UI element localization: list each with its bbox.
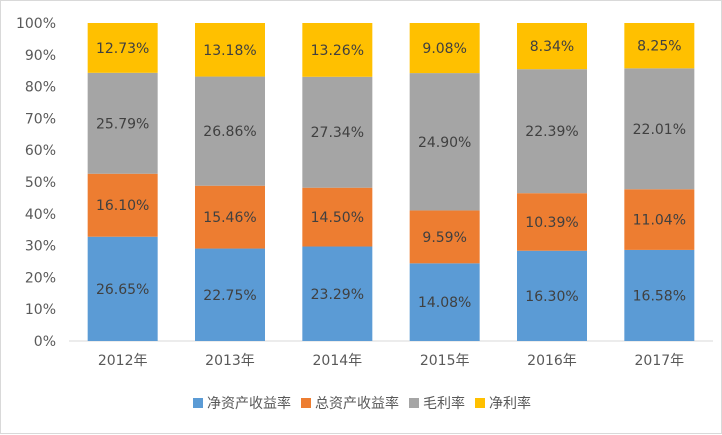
y-tick-label: 50% <box>25 175 56 191</box>
legend-item: 净资产收益率 <box>193 393 291 413</box>
bar-segment <box>302 76 373 188</box>
bar-segment <box>87 23 158 73</box>
y-tick-label: 40% <box>25 207 56 223</box>
bar-segment <box>195 23 265 77</box>
data-label: 25.79% <box>96 116 149 132</box>
bar-segment <box>302 246 373 341</box>
data-label: 14.50% <box>311 210 364 226</box>
bar-segment <box>302 23 373 77</box>
bar-segment <box>517 69 587 194</box>
y-tick-label: 0% <box>34 334 56 350</box>
data-label: 22.01% <box>633 122 686 138</box>
bar-segment <box>624 23 695 69</box>
y-tick-label: 30% <box>25 239 56 255</box>
legend-item: 毛利率 <box>409 393 465 413</box>
data-label: 8.25% <box>637 39 681 55</box>
data-label: 8.34% <box>530 39 574 55</box>
bar-segment <box>517 193 587 251</box>
data-label: 22.75% <box>203 288 256 304</box>
x-tick-label: 2016年 <box>527 353 577 369</box>
data-label: 24.90% <box>418 135 471 151</box>
bar-segment <box>624 68 695 190</box>
bar-segment <box>624 189 695 250</box>
y-tick-label: 70% <box>25 111 56 127</box>
data-label: 22.39% <box>525 124 578 140</box>
data-label: 9.59% <box>422 230 466 246</box>
y-tick-label: 90% <box>25 48 56 64</box>
legend-swatch <box>301 398 311 408</box>
data-label: 15.46% <box>203 210 256 226</box>
legend-label: 总资产收益率 <box>315 396 399 412</box>
bar-segment <box>409 73 480 211</box>
y-tick-label: 100% <box>16 16 56 32</box>
x-tick-label: 2015年 <box>420 353 470 369</box>
legend-swatch <box>409 398 419 408</box>
bar-segment <box>87 173 158 237</box>
legend-swatch <box>193 398 203 408</box>
bar-segment <box>302 187 373 247</box>
data-label: 27.34% <box>311 125 364 141</box>
data-label: 26.86% <box>203 124 256 140</box>
data-label: 11.04% <box>633 213 686 229</box>
data-label: 26.65% <box>96 282 149 298</box>
y-tick-label: 20% <box>25 270 56 286</box>
bar-segment <box>409 263 480 341</box>
bar-segment <box>195 76 265 186</box>
y-tick-label: 10% <box>25 302 56 318</box>
bar-segment <box>195 248 265 341</box>
legend-item: 净利率 <box>475 393 531 413</box>
legend-label: 毛利率 <box>423 396 465 412</box>
x-tick-label: 2017年 <box>635 353 685 369</box>
data-label: 12.73% <box>96 41 149 57</box>
bar-segment <box>624 249 695 341</box>
y-tick-label: 80% <box>25 80 56 96</box>
data-label: 16.10% <box>96 198 149 214</box>
legend-label: 净资产收益率 <box>207 396 291 412</box>
data-label: 13.26% <box>311 43 364 59</box>
bar-segment <box>87 72 158 174</box>
x-tick-label: 2013年 <box>205 353 255 369</box>
legend-swatch <box>475 398 485 408</box>
bar-segment <box>409 210 480 264</box>
data-label: 13.18% <box>203 43 256 59</box>
data-label: 16.58% <box>633 288 686 304</box>
x-tick-label: 2014年 <box>313 353 363 369</box>
legend: 净资产收益率 总资产收益率 毛利率 净利率 <box>1 393 722 413</box>
data-label: 16.30% <box>525 289 578 305</box>
legend-label: 净利率 <box>489 396 531 412</box>
data-label: 10.39% <box>525 215 578 231</box>
data-label: 9.08% <box>422 41 466 57</box>
x-tick-label: 2012年 <box>98 353 148 369</box>
legend-item: 总资产收益率 <box>301 393 399 413</box>
data-label: 23.29% <box>311 287 364 303</box>
bar-segment <box>517 23 587 70</box>
bar-segment <box>409 23 480 74</box>
y-tick-label: 60% <box>25 143 56 159</box>
data-label: 14.08% <box>418 295 471 311</box>
bar-segment <box>87 236 158 341</box>
bar-segment <box>195 185 265 249</box>
bar-segment <box>517 250 587 341</box>
